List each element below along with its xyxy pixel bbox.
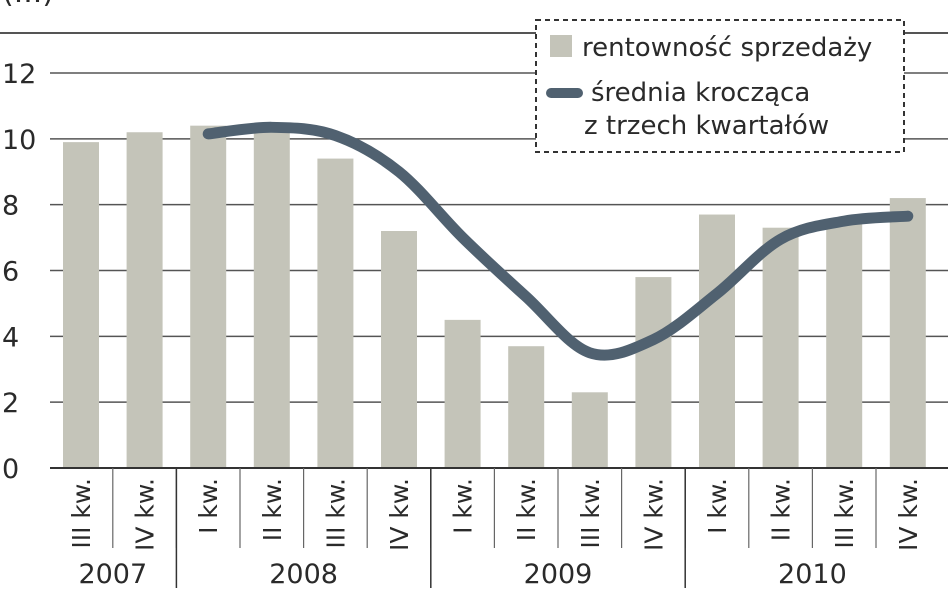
line-point xyxy=(461,236,464,239)
bar xyxy=(253,132,290,468)
bar xyxy=(508,346,545,468)
bar xyxy=(635,277,672,468)
y-tick-label: 4 xyxy=(2,322,19,353)
x-tick-label: I kw. xyxy=(449,478,478,534)
bar xyxy=(317,158,354,469)
year-label: 2010 xyxy=(778,559,847,590)
y-tick-label: 8 xyxy=(2,191,19,222)
line-point xyxy=(779,238,782,241)
line-point xyxy=(270,126,273,129)
legend-box xyxy=(535,19,905,153)
year-label: 2007 xyxy=(78,559,147,590)
legend-bar-swatch xyxy=(550,35,572,57)
y-tick-label: 6 xyxy=(2,257,19,288)
x-tick-label: IV kw. xyxy=(894,478,923,551)
x-tick-label: IV kw. xyxy=(131,478,160,551)
y-tick-label: 0 xyxy=(2,454,19,485)
x-tick-label: II kw. xyxy=(512,478,541,541)
moving-average-line-layer xyxy=(202,121,914,361)
y-tick-label: 10 xyxy=(2,125,36,156)
bars xyxy=(63,125,926,469)
x-tick-label: IV kw. xyxy=(639,478,668,551)
line-point xyxy=(525,295,528,298)
axes: III kw. IV kw. I kw. II kw. III kw. IV kw. I k… xyxy=(0,32,948,590)
line-point xyxy=(906,215,909,218)
bar xyxy=(699,214,735,468)
line-point xyxy=(207,132,210,135)
line-point xyxy=(843,220,846,223)
bar xyxy=(889,198,926,469)
bar xyxy=(381,231,417,468)
moving-average-line xyxy=(202,121,914,361)
line-point xyxy=(334,134,337,137)
legend-bar-label: rentowność sprzedaży xyxy=(582,33,872,63)
x-tick-label: I kw. xyxy=(703,478,732,534)
year-label: 2009 xyxy=(524,559,593,590)
x-tick-label: III kw. xyxy=(576,478,605,549)
x-tick-label: III kw. xyxy=(321,478,350,549)
x-tick-label: I kw. xyxy=(194,478,223,534)
x-tick-label: II kw. xyxy=(767,478,796,541)
line-point xyxy=(652,338,655,341)
x-tick-label: III kw. xyxy=(830,478,859,549)
line-point xyxy=(716,292,718,295)
chart-title-fragment: (...) xyxy=(2,0,54,10)
y-tick-label: 12 xyxy=(2,59,36,90)
line-point xyxy=(588,351,591,354)
year-label: 2008 xyxy=(269,559,338,590)
bar xyxy=(826,221,863,468)
legend-line-label-2: z trzech kwartałów xyxy=(584,111,829,141)
x-tick-label: II kw. xyxy=(258,478,287,541)
legend-line-label-1: średnia krocząca xyxy=(591,78,810,108)
bar xyxy=(571,392,608,468)
bar xyxy=(762,227,799,468)
bar xyxy=(126,132,163,468)
bar xyxy=(444,319,481,468)
bar xyxy=(63,142,99,468)
x-tick-label: IV kw. xyxy=(385,478,414,551)
legend: rentowność sprzedaży średnia krocząca z … xyxy=(535,19,905,153)
x-tick-label: III kw. xyxy=(67,478,96,549)
line-point xyxy=(398,170,400,173)
y-tick-label: 2 xyxy=(2,388,19,419)
bar xyxy=(190,125,227,469)
